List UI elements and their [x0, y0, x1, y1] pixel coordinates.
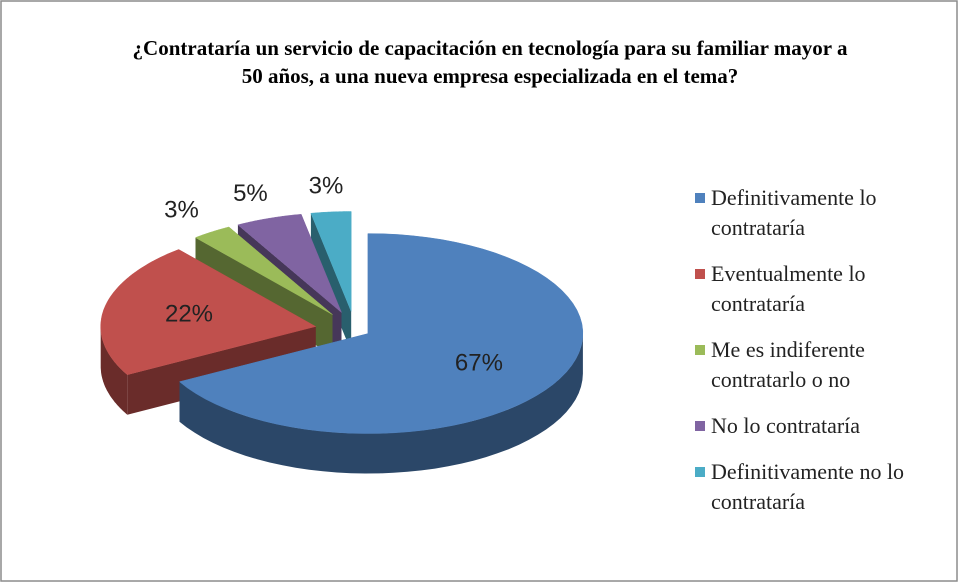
legend-item: Definitivamente lo contrataría	[695, 183, 959, 243]
data-label: 67%	[455, 349, 503, 376]
legend: Definitivamente lo contrataría Eventualme…	[695, 183, 959, 533]
legend-swatch	[695, 269, 705, 279]
legend-label: Eventualmente lo contrataría	[711, 261, 866, 316]
legend-label: Me es indiferente contratarlo o no	[711, 337, 865, 392]
legend-swatch	[695, 421, 705, 431]
legend-swatch	[695, 345, 705, 355]
legend-swatch	[695, 193, 705, 203]
legend-label: Definitivamente no lo contrataría	[711, 459, 905, 514]
legend-item: No lo contrataría	[695, 411, 959, 441]
pie-slice	[100, 249, 317, 375]
legend-label: Definitivamente lo contrataría	[711, 185, 877, 240]
data-label: 5%	[233, 180, 268, 207]
data-label: 22%	[165, 301, 213, 328]
pie-slice	[178, 233, 584, 434]
data-label: 3%	[164, 197, 199, 224]
slice-side	[179, 333, 583, 474]
slice-side	[127, 326, 316, 415]
pie-slice	[310, 211, 352, 312]
legend-swatch	[695, 467, 705, 477]
pie-slice	[237, 214, 342, 313]
legend-item: Definitivamente no lo contrataría	[695, 457, 959, 517]
slice-side	[100, 326, 128, 415]
pie-slice	[194, 226, 333, 315]
data-label: 3%	[309, 172, 344, 199]
legend-item: Me es indiferente contratarlo o no	[695, 335, 959, 395]
legend-label: No lo contrataría	[711, 413, 861, 438]
chart-title: ¿Contrataría un servicio de capacitación…	[132, 36, 848, 88]
legend-item: Eventualmente lo contrataría	[695, 259, 959, 319]
